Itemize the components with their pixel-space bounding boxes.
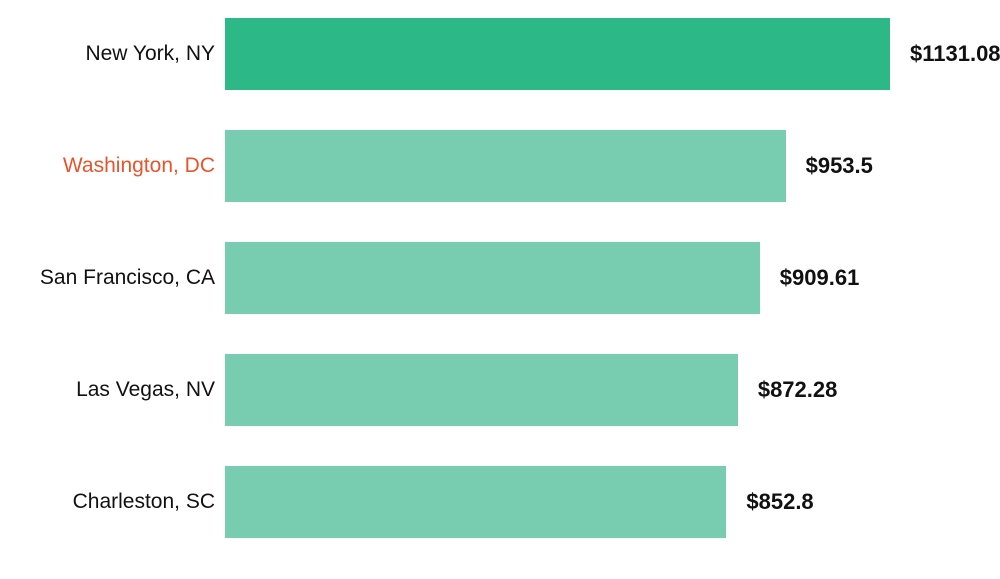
bar-wrap: $909.61 <box>225 242 760 314</box>
value-label: $953.5 <box>806 153 873 179</box>
bar <box>225 242 760 314</box>
bar-wrap: $953.5 <box>225 130 786 202</box>
bar <box>225 18 890 90</box>
bar-wrap: $1131.08 <box>225 18 890 90</box>
value-label: $909.61 <box>780 265 860 291</box>
bar-row: Charleston, SC $852.8 <box>0 466 1000 538</box>
bar-row: Las Vegas, NV $872.28 <box>0 354 1000 426</box>
bar-row: New York, NY $1131.08 <box>0 18 1000 90</box>
category-label: Washington, DC <box>0 154 225 178</box>
category-label: San Francisco, CA <box>0 266 225 290</box>
value-label: $852.8 <box>746 489 813 515</box>
category-label: Las Vegas, NV <box>0 378 225 402</box>
bar-wrap: $852.8 <box>225 466 726 538</box>
cost-by-city-bar-chart: New York, NY $1131.08 Washington, DC $95… <box>0 0 1000 579</box>
value-label: $1131.08 <box>910 41 1000 67</box>
value-label: $872.28 <box>758 377 838 403</box>
bar-row: Washington, DC $953.5 <box>0 130 1000 202</box>
category-label: Charleston, SC <box>0 490 225 514</box>
bar <box>225 130 786 202</box>
bar <box>225 466 726 538</box>
bar <box>225 354 738 426</box>
category-label: New York, NY <box>0 42 225 66</box>
bar-wrap: $872.28 <box>225 354 738 426</box>
bar-row: San Francisco, CA $909.61 <box>0 242 1000 314</box>
